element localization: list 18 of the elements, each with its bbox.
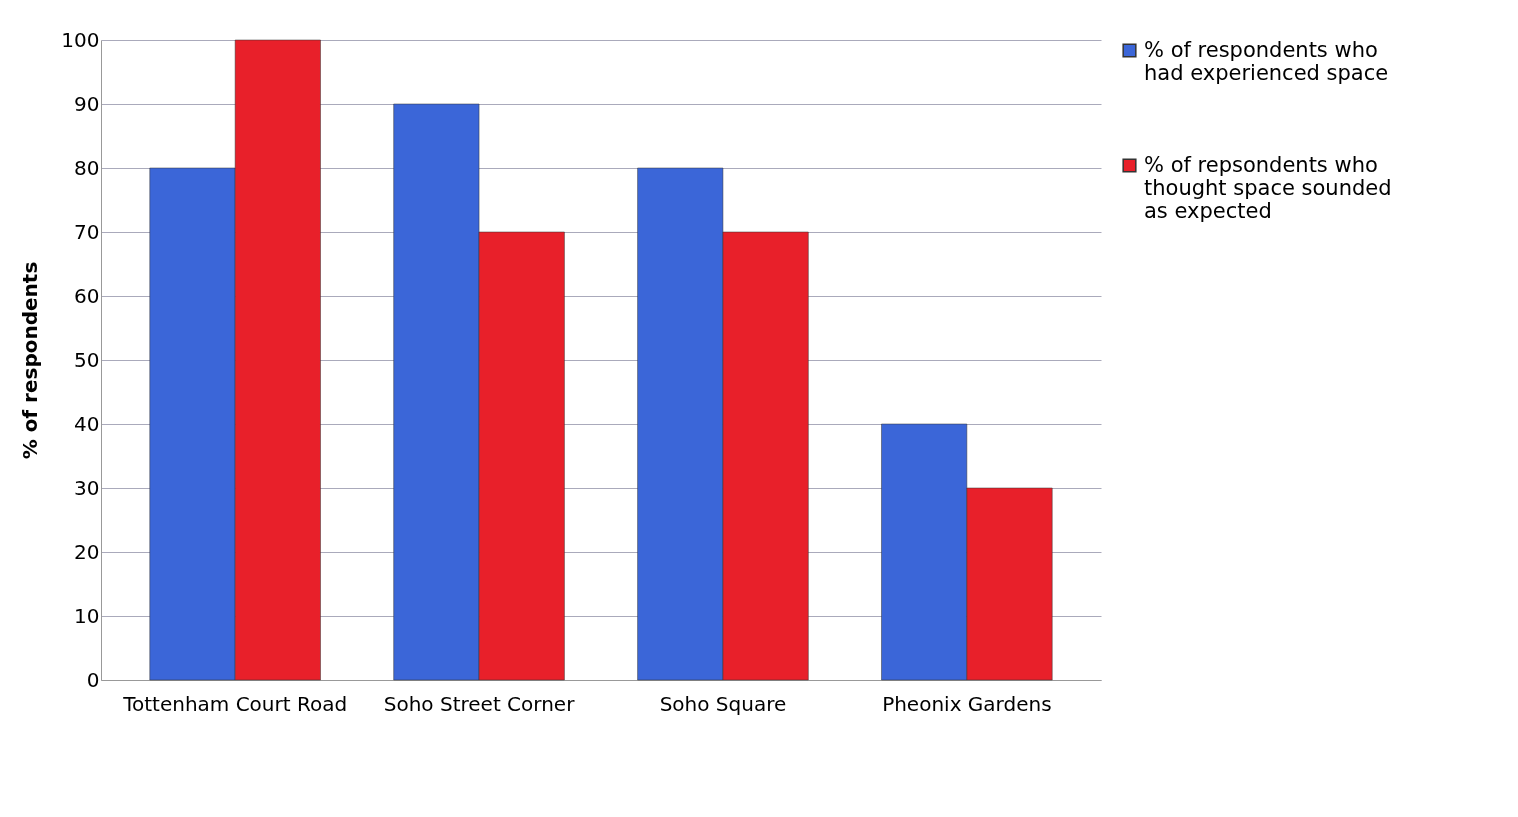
- y-tick-label: 40: [74, 411, 100, 436]
- y-tick-label: 30: [74, 475, 100, 500]
- x-tick-label: Tottenham Court Road: [122, 691, 348, 716]
- y-axis-title: % of respondents: [18, 261, 43, 460]
- x-tick-label: Pheonix Gardens: [882, 691, 1052, 716]
- y-tick-label: 70: [74, 219, 100, 244]
- y-tick-label: 0: [86, 667, 100, 692]
- y-tick-label: 20: [74, 539, 100, 564]
- x-tick-label: Soho Street Corner: [383, 691, 576, 716]
- y-tick-label: 60: [74, 283, 100, 308]
- y-tick-label: 10: [74, 603, 100, 628]
- legend-label: % of respondents who had experienced space: [1144, 37, 1389, 85]
- y-tick-label: 100: [61, 27, 100, 52]
- x-tick-label: Soho Square: [659, 691, 787, 716]
- y-tick-label: 90: [74, 91, 100, 116]
- y-tick-label: 50: [74, 347, 100, 372]
- legend-label: % of repsondents who thought space sounded as expected: [1144, 152, 1392, 223]
- y-tick-label: 80: [74, 155, 100, 180]
